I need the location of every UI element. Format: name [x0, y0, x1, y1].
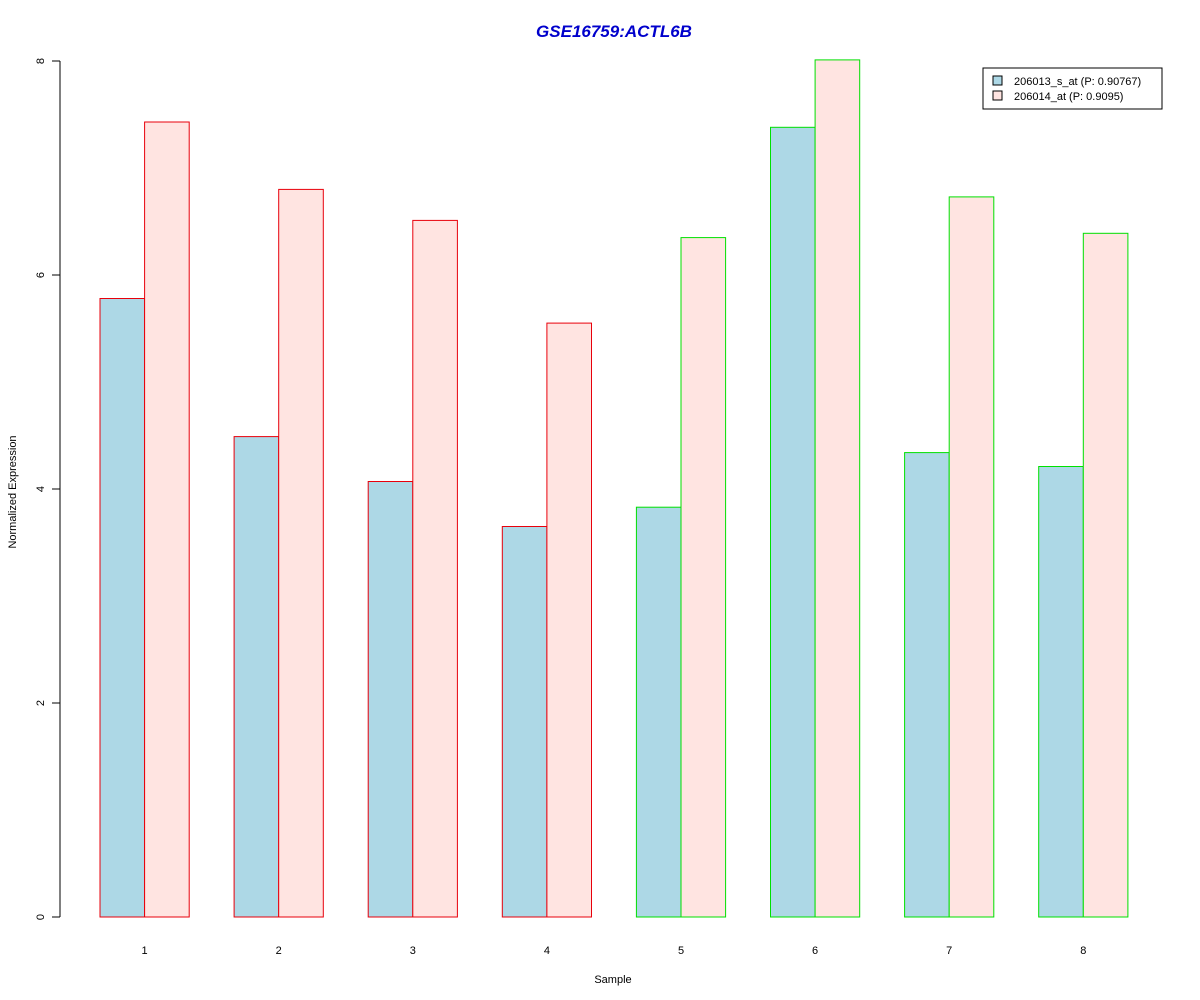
bar-s2-sample-6 — [814, 59, 861, 918]
x-axis-label: Sample — [594, 974, 631, 986]
bar-s2-sample-7 — [948, 196, 995, 918]
x-tick-label: 8 — [1080, 945, 1086, 957]
bars-layer — [99, 59, 1129, 918]
x-tick-label: 6 — [812, 945, 818, 957]
y-tick-label: 2 — [35, 700, 47, 706]
x-tick-label: 2 — [276, 945, 282, 957]
y-axis: 0 2 4 6 8 — [35, 58, 61, 920]
bar-s1-sample-7 — [904, 452, 950, 918]
bar-s2-sample-4 — [546, 322, 593, 918]
y-tick-label: 0 — [35, 914, 47, 920]
x-tick-label: 3 — [410, 945, 416, 957]
bar-s2-sample-8 — [1082, 232, 1129, 918]
legend-label-series-2: 206014_at (P: 0.9095) — [1014, 91, 1123, 103]
y-tick-label: 6 — [35, 272, 47, 278]
x-tick-label: 4 — [544, 945, 550, 957]
legend: 206013_s_at (P: 0.90767) 206014_at (P: 0… — [982, 67, 1163, 110]
bar-s2-sample-2 — [278, 188, 324, 918]
x-tick-label: 7 — [946, 945, 952, 957]
bar-s2-sample-5 — [680, 237, 727, 918]
legend-swatch-series-1 — [992, 75, 1003, 86]
x-axis: 1 2 3 4 5 6 7 8 — [142, 945, 1087, 957]
y-tick-label: 8 — [35, 58, 47, 64]
bar-s2-sample-1 — [144, 121, 190, 918]
legend-label-series-1: 206013_s_at (P: 0.90767) — [1014, 76, 1141, 88]
bar-s1-sample-1 — [99, 298, 146, 918]
x-tick-label: 1 — [142, 945, 148, 957]
bar-s1-sample-5 — [635, 506, 682, 918]
y-tick-label: 4 — [35, 486, 47, 492]
bar-s1-sample-2 — [233, 436, 280, 918]
bar-s1-sample-4 — [501, 526, 548, 918]
chart-title: GSE16759:ACTL6B — [536, 22, 692, 41]
bar-s2-sample-3 — [412, 219, 458, 918]
x-tick-label: 5 — [678, 945, 684, 957]
y-axis-label: Normalized Expression — [7, 435, 19, 548]
legend-swatch-series-2 — [992, 90, 1003, 101]
bar-s1-sample-6 — [770, 126, 816, 918]
bar-s1-sample-8 — [1038, 466, 1084, 918]
bar-s1-sample-3 — [367, 481, 414, 918]
legend-box — [982, 67, 1163, 110]
